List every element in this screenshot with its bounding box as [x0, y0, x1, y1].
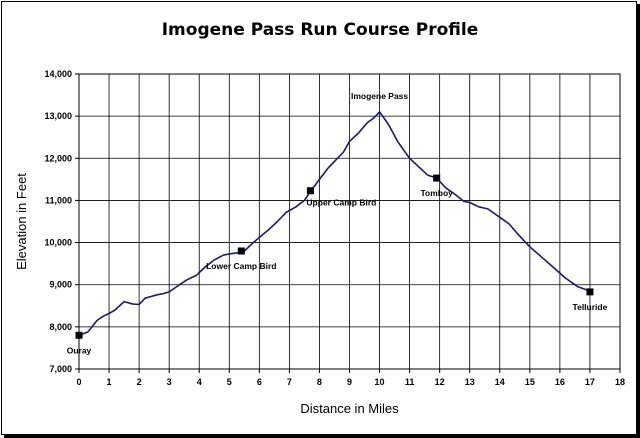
x-tick-label: 18	[615, 377, 625, 387]
y-axis-title: Elevation in Feet	[14, 173, 29, 270]
waypoint-label: Lower Camp Bird	[206, 261, 276, 271]
x-tick-label: 4	[197, 377, 202, 387]
x-tick-label: 6	[257, 377, 262, 387]
waypoint-marker	[306, 187, 314, 195]
y-tick-label: 10,000	[44, 238, 72, 248]
waypoint-label: Upper Camp Bird	[306, 198, 376, 208]
waypoint-marker	[75, 331, 83, 339]
plot-border	[78, 73, 621, 370]
x-tick-label: 1	[107, 377, 112, 387]
waypoint-label: Tomboy	[420, 188, 453, 198]
waypoint-label: Telluride	[573, 302, 608, 312]
x-tick-label: 2	[137, 377, 142, 387]
x-tick-label: 17	[585, 377, 595, 387]
x-tick-label: 8	[317, 377, 322, 387]
x-tick-label: 13	[465, 377, 475, 387]
x-tick-label: 7	[287, 377, 292, 387]
x-tick-label: 12	[435, 377, 445, 387]
x-tick-label: 3	[167, 377, 172, 387]
x-tick-label: 9	[347, 377, 352, 387]
waypoint-marker	[586, 288, 594, 296]
x-tick-label: 0	[76, 377, 81, 387]
y-tick-label: 12,000	[44, 153, 72, 163]
x-tick-label: 15	[525, 377, 535, 387]
x-tick-label: 11	[405, 377, 415, 387]
x-tick-label: 10	[375, 377, 385, 387]
y-tick-label: 14,000	[44, 69, 72, 79]
x-tick-label: 5	[227, 377, 232, 387]
y-tick-label: 13,000	[44, 111, 72, 121]
waypoint-marker	[237, 247, 245, 255]
elevation-line	[78, 111, 594, 337]
y-tick-label: 9,000	[49, 280, 72, 290]
waypoint-marker	[433, 174, 441, 182]
x-tick-label: 16	[555, 377, 565, 387]
waypoint-label: Ouray	[67, 345, 92, 355]
y-tick-label: 7,000	[49, 364, 72, 374]
x-axis-title: Distance in Miles	[300, 401, 399, 416]
chart-title: Imogene Pass Run Course Profile	[161, 20, 479, 40]
waypoint-label: Imogene Pass	[351, 91, 408, 101]
x-tick-label: 14	[495, 377, 505, 387]
y-tick-label: 11,000	[45, 195, 72, 205]
y-tick-label: 8,000	[49, 322, 72, 332]
